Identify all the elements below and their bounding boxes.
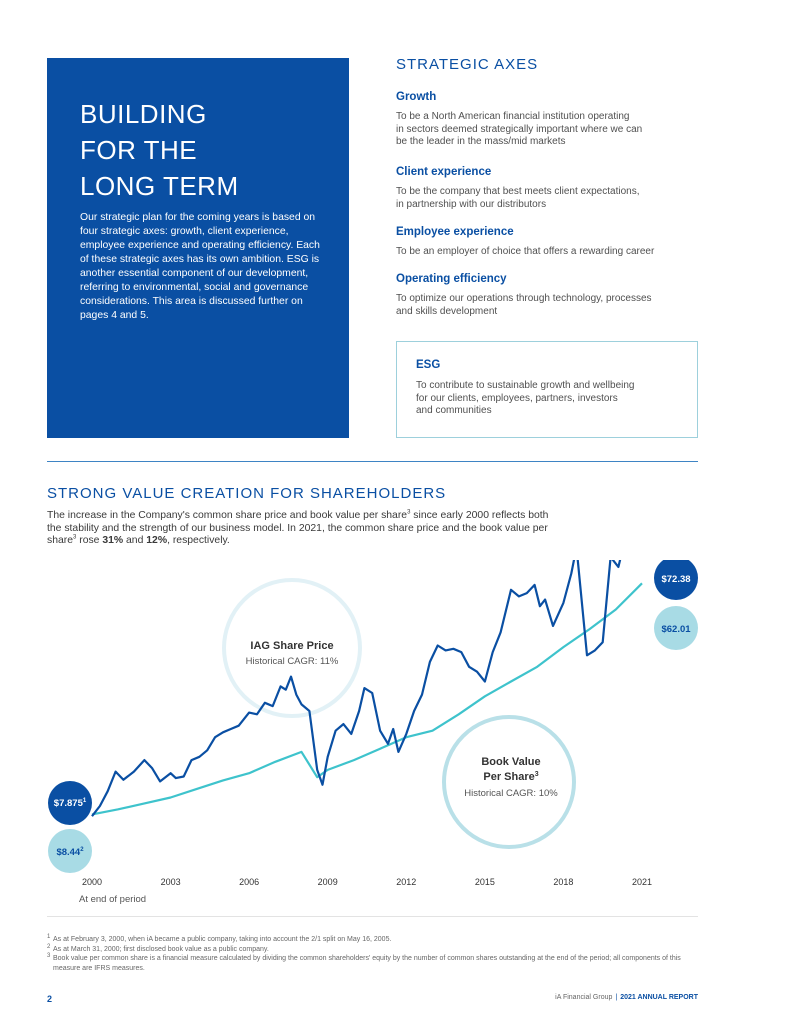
value-creation-chart: IAG Share Price Historical CAGR: 11% Boo…: [48, 560, 698, 905]
axis-name: Employee experience: [396, 226, 514, 238]
axis-growth: Growth To be a North American financial …: [396, 91, 701, 149]
axis-description: To be an employer of choice that offers …: [396, 246, 655, 257]
axis-name: Client experience: [396, 166, 492, 178]
company-name: iA Financial Group: [555, 994, 613, 1001]
axis-employee-experience: Employee experience To be an employer of…: [396, 226, 701, 259]
svg-text:$72.38: $72.38: [661, 574, 690, 585]
footnote-3: 3 Book value per common share is a financ…: [47, 953, 681, 972]
page-number: 2: [47, 994, 53, 1004]
axis-name: Growth: [396, 91, 437, 103]
esg-description: To contribute to sustainable growth and …: [416, 380, 635, 416]
axis-client-experience: Client experience To be the company that…: [396, 166, 701, 211]
book-value-label-line-2: Per Share3: [483, 771, 538, 783]
book-value-label-line-1: Book Value: [481, 756, 540, 768]
x-tick-label: 2012: [396, 877, 416, 887]
x-tick-label: 2000: [82, 877, 102, 887]
book-value-annotation-circle: [442, 715, 576, 849]
strategic-axes-heading: STRATEGIC AXES: [396, 56, 539, 73]
price-growth-value: 31%: [102, 535, 124, 546]
x-tick-label: 2018: [553, 877, 573, 887]
svg-text:$62.01: $62.01: [661, 624, 691, 635]
x-tick-label: 2006: [239, 877, 259, 887]
book-value-line: [91, 582, 643, 816]
shareholders-text: The increase in the Company's common sha…: [47, 509, 549, 546]
svg-text:$8.442: $8.442: [56, 847, 84, 858]
section-divider: [47, 461, 698, 462]
footnote-divider: [47, 916, 698, 917]
page-title: BUILDING FOR THE LONG TERM: [80, 96, 320, 204]
intro-text: Our strategic plan for the coming years …: [80, 212, 320, 321]
axis-description: To optimize our operations through techn…: [396, 293, 652, 317]
footnotes: 1 As at February 3, 2000, when iA became …: [47, 934, 698, 973]
esg-name: ESG: [416, 359, 441, 371]
strategic-axes-section: STRATEGIC AXES: [396, 56, 701, 73]
axis-operating-efficiency: Operating efficiency To optimize our ope…: [396, 273, 701, 318]
page-footer: iA Financial Group | 2021 ANNUAL REPORT: [555, 994, 698, 1001]
share-price-annotation-circle: [222, 578, 362, 718]
share-price-label: IAG Share Price: [250, 640, 333, 652]
book-value-end-badge: $62.01: [654, 606, 698, 650]
share-price-end-badge: $72.38: [654, 560, 698, 600]
axis-description: To be a North American financial institu…: [396, 111, 643, 147]
title-line-1: BUILDING: [80, 99, 207, 129]
x-tick-label: 2003: [161, 877, 181, 887]
axis-description: To be the company that best meets client…: [396, 186, 640, 210]
book-value-start-badge: $8.442: [48, 829, 92, 873]
title-line-2: FOR THE: [80, 135, 198, 165]
share-price-cagr: Historical CAGR: 11%: [246, 656, 339, 667]
report-name: 2021 ANNUAL REPORT: [620, 994, 698, 1001]
share-price-line: [91, 560, 622, 817]
x-tick-label: 2021: [632, 877, 652, 887]
footnote-2: 2 As at March 31, 2000; first disclosed b…: [47, 943, 269, 953]
book-value-cagr: Historical CAGR: 10%: [464, 788, 558, 799]
axis-name: Operating efficiency: [396, 273, 507, 285]
x-tick-label: 2015: [475, 877, 495, 887]
esg-box: ESG To contribute to sustainable growth …: [396, 341, 698, 438]
x-tick-label: 2009: [318, 877, 338, 887]
x-axis-caption: At end of period: [79, 894, 146, 905]
intro-panel: BUILDING FOR THE LONG TERM Our strategic…: [47, 58, 349, 438]
svg-text:$7.8751: $7.8751: [54, 798, 87, 809]
shareholders-heading: STRONG VALUE CREATION FOR SHAREHOLDERS: [47, 485, 447, 502]
footnote-1: 1 As at February 3, 2000, when iA became …: [47, 934, 392, 943]
share-price-start-badge: $7.8751: [48, 781, 92, 825]
book-value-growth-value: 12%: [146, 535, 168, 546]
title-line-3: LONG TERM: [80, 171, 239, 201]
